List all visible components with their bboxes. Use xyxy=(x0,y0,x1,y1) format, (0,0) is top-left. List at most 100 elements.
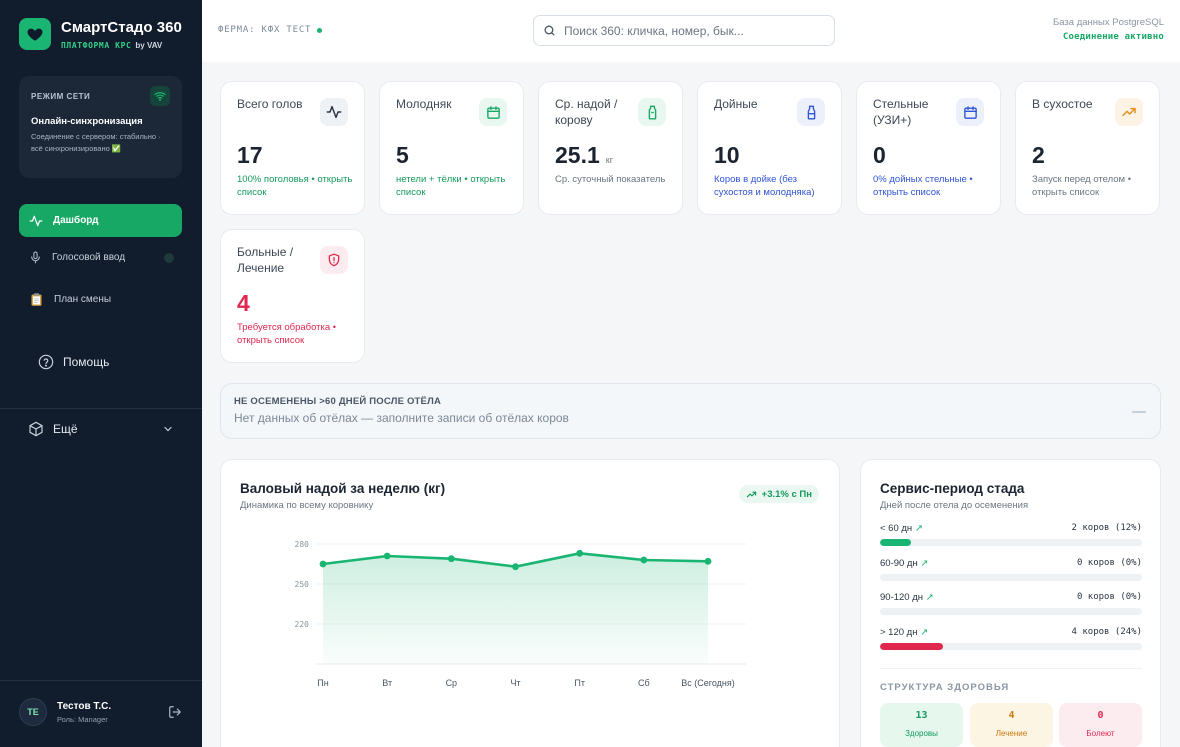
data-point xyxy=(447,555,455,563)
alert-text: Нет данных об отёлах — заполните записи … xyxy=(234,411,569,425)
data-point xyxy=(576,549,584,557)
card-value-number: 0 xyxy=(873,142,886,168)
stat-card-sick-treatment[interactable]: Больные / Лечение 4 Требуется обработка … xyxy=(220,229,365,363)
database-status: База данных PostgreSQL Соединение активн… xyxy=(1053,17,1164,42)
calendar-icon xyxy=(479,98,507,126)
panel-title: Валовый надой за неделю (кг) xyxy=(240,481,446,496)
nav-item-dashboard[interactable]: Дашборд xyxy=(19,204,182,237)
calendar-icon xyxy=(956,98,984,126)
card-label: Больные / Лечение xyxy=(237,245,294,275)
network-mode-label: РЕЖИМ СЕТИ xyxy=(31,91,91,101)
top-header: ФЕРМА: КФХ ТЕСТ База данных PostgreSQL С… xyxy=(202,0,1180,62)
stat-card-avg-milk-yield[interactable]: Ср. надой / корову 25.1 кг Ср. суточный п… xyxy=(538,81,683,215)
card-value: 4 xyxy=(237,290,250,317)
avatar[interactable]: ТЕ xyxy=(19,698,47,726)
nav-item-label: Голосовой ввод xyxy=(52,252,126,263)
progress-bar xyxy=(880,608,1142,615)
nav-item-shift-plan[interactable]: План смены xyxy=(19,283,182,316)
trend-arrow-icon: ↗ xyxy=(920,627,929,638)
row-value: 2 коров (12%) xyxy=(1071,523,1142,533)
x-tick-label: Чт xyxy=(510,678,520,688)
card-value-number: 2 xyxy=(1032,142,1045,168)
row-label: < 60 дн ↗ xyxy=(880,523,923,534)
stat-card-milking-cows[interactable]: Дойные 10 Коров в дойке (без сухостоя и … xyxy=(697,81,842,215)
card-note[interactable]: 100% поголовья • открыть список xyxy=(237,174,353,198)
card-label: Стельные (УЗИ+) xyxy=(873,97,929,127)
activity-icon xyxy=(29,215,43,226)
milk-icon xyxy=(797,98,825,126)
panel-subtitle: Дней после отела до осеменения xyxy=(880,500,1029,511)
stat-card-pregnant[interactable]: Стельные (УЗИ+) 0 0% дойных стельные • о… xyxy=(856,81,1001,215)
farm-indicator: ФЕРМА: КФХ ТЕСТ xyxy=(218,25,323,35)
heart-logo-icon xyxy=(19,18,51,50)
network-mode-text: Соединение с сервером: стабильно · всё с… xyxy=(31,132,161,153)
card-note: Коров в дойке (без сухостоя и молодняка) xyxy=(714,174,815,198)
collapse-dash-icon[interactable] xyxy=(1132,411,1146,413)
stat-card-total-head[interactable]: Всего голов 17 100% поголовья • открыть … xyxy=(220,81,365,215)
card-note[interactable]: нетели + тёлки • открыть список xyxy=(396,174,506,198)
health-label: Лечение xyxy=(995,729,1028,738)
help-link[interactable]: Помощь xyxy=(38,354,109,370)
question-circle-icon xyxy=(38,354,54,370)
milk-yield-panel: Валовый надой за неделю (кг) Динамика по… xyxy=(220,459,840,747)
nav-item-voice-input[interactable]: Голосовой ввод xyxy=(19,241,182,274)
alert-title: НЕ ОСЕМЕНЕНЫ >60 ДНЕЙ ПОСЛЕ ОТЁЛА xyxy=(234,396,442,407)
more-menu-toggle[interactable]: Ещё xyxy=(28,421,174,437)
card-value: 5 xyxy=(396,142,409,169)
health-box-healthy[interactable]: 13 Здоровы xyxy=(880,703,963,747)
data-point xyxy=(640,556,648,564)
row-label: 90-120 дн ↗ xyxy=(880,592,934,603)
chevron-down-icon xyxy=(164,426,172,432)
card-note[interactable]: Запуск перед отелом • открыть список xyxy=(1032,174,1132,198)
health-count: 4 xyxy=(1008,710,1015,721)
user-profile: ТЕ Тестов Т.С. Роль: Manager xyxy=(19,698,182,726)
network-mode-card: РЕЖИМ СЕТИ Онлайн-синхронизация Соединен… xyxy=(19,76,182,178)
search-input[interactable] xyxy=(564,23,824,38)
row-value: 0 коров (0%) xyxy=(1076,592,1142,602)
brand-title: СмартСтадо 360 xyxy=(61,18,182,36)
brand[interactable]: СмартСтадо 360 ПЛАТФОРМА КРС by VAV xyxy=(19,18,182,50)
card-note[interactable]: Требуется обработка • открыть список xyxy=(237,322,337,346)
user-name: Тестов Т.С. xyxy=(57,700,112,712)
shield-icon xyxy=(320,246,348,274)
x-tick-label: Сб xyxy=(638,678,650,688)
nav-item-label: План смены xyxy=(54,294,112,305)
health-count: 0 xyxy=(1097,710,1104,721)
stat-card-dry-period[interactable]: В сухостое 2 Запуск перед отелом • откры… xyxy=(1015,81,1160,215)
box-icon xyxy=(29,421,43,437)
milk-yield-chart: 220 250 280 Пн Вт Ср Чт Пт Сб Вс (Сегодня) xyxy=(295,540,746,688)
progress-bar xyxy=(880,574,1142,581)
user-role: Роль: Manager xyxy=(57,714,108,724)
x-tick-label: Вс (Сегодня) xyxy=(681,678,735,688)
card-note[interactable]: 0% дойных стельные • открыть список xyxy=(873,174,973,198)
database-label: База данных PostgreSQL xyxy=(1053,17,1164,28)
card-value-number: 17 xyxy=(237,142,263,168)
card-label: В сухостое xyxy=(1032,97,1093,111)
search-box[interactable] xyxy=(533,15,835,46)
health-box-treatment[interactable]: 4 Лечение xyxy=(970,703,1053,747)
card-value-number: 5 xyxy=(396,142,409,168)
progress-fill xyxy=(880,539,912,546)
card-note: Ср. суточный показатель xyxy=(555,174,666,185)
x-tick-label: Пт xyxy=(574,678,585,688)
health-box-sick[interactable]: 0 Болеют xyxy=(1059,703,1142,747)
row-label: > 120 дн ↗ xyxy=(880,627,928,638)
brand-subtitle-text: ПЛАТФОРМА КРС xyxy=(61,40,132,50)
row-value: 4 коров (24%) xyxy=(1071,627,1142,637)
service-period-panel: Сервис-период стада Дней после отела до … xyxy=(860,459,1161,747)
wifi-icon[interactable] xyxy=(150,86,170,106)
stat-card-young-stock[interactable]: Молодняк 5 нетели + тёлки • открыть спис… xyxy=(379,81,524,215)
health-label: Болеют xyxy=(1086,729,1115,738)
x-tick-label: Пн xyxy=(317,678,328,688)
search-icon xyxy=(544,25,555,36)
pulse-icon xyxy=(320,98,348,126)
card-value-number: 25.1 xyxy=(555,142,600,168)
brand-by: by VAV xyxy=(135,40,163,50)
trend-badge: +3.1% с Пн xyxy=(738,485,819,503)
farm-name: ФЕРМА: КФХ ТЕСТ xyxy=(218,25,312,35)
y-tick-label: 250 xyxy=(295,580,310,589)
y-tick-label: 220 xyxy=(295,620,310,629)
card-value: 10 xyxy=(714,142,740,169)
logout-icon[interactable] xyxy=(168,705,182,719)
panel-subtitle: Динамика по всему коровнику xyxy=(240,500,374,511)
